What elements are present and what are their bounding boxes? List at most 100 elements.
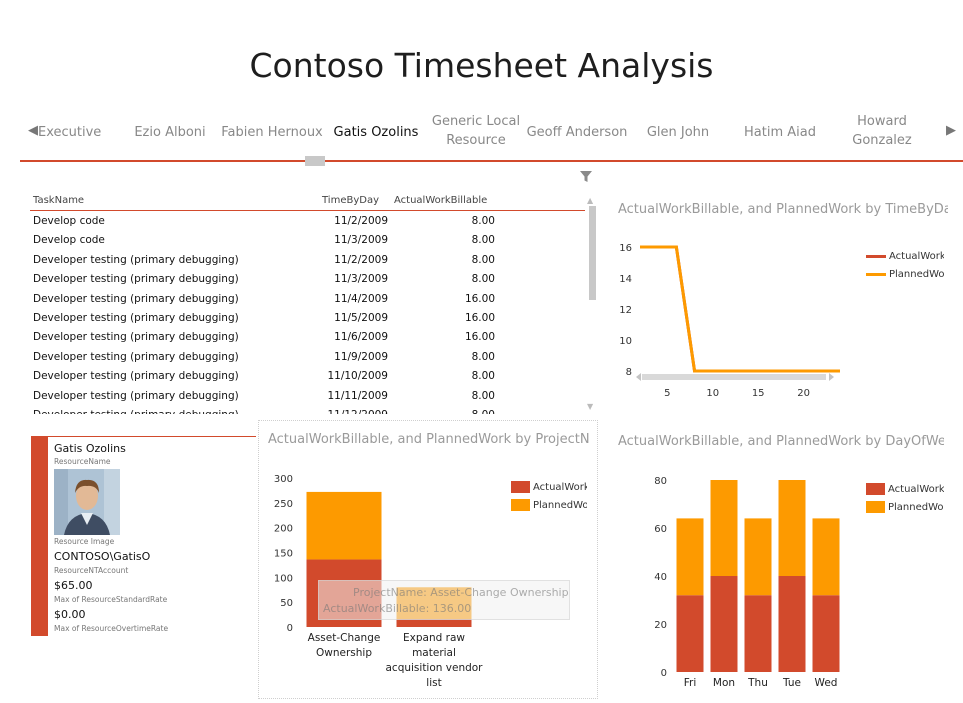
table-row[interactable]: Developer testing (primary debugging)11/… bbox=[30, 328, 585, 347]
y-tick-label: 40 bbox=[654, 572, 667, 583]
cell-actualworkbillable: 8.00 bbox=[471, 253, 495, 266]
tooltip-line-project: ProjectName: Asset-Change Ownership bbox=[353, 586, 569, 599]
dayofweek-bar-chart: 0 20 40 60 80 Fri Mon Thu Tue Wed bbox=[654, 476, 840, 689]
bar-planned bbox=[306, 491, 382, 560]
triangle-right-icon[interactable]: ▶ bbox=[946, 123, 956, 138]
series-line-actual bbox=[640, 245, 840, 373]
cell-actualworkbillable: 8.00 bbox=[471, 215, 495, 227]
cell-taskname: Developer testing (primary debugging) bbox=[33, 409, 293, 414]
chart-tooltip: ProjectName: Asset-Change Ownership Actu… bbox=[318, 580, 570, 620]
cell-actualworkbillable: 16.00 bbox=[464, 312, 495, 324]
cell-actualworkbillable: 8.00 bbox=[471, 273, 495, 286]
cell-actualworkbillable: 8.00 bbox=[394, 409, 495, 414]
table-row[interactable]: Develop code 11/2/2009 8.00 bbox=[30, 212, 585, 231]
x-scroll-left-icon bbox=[636, 373, 641, 381]
bar-actual bbox=[396, 619, 472, 627]
overtime-rate-label: Max of ResourceOvertimeRate bbox=[54, 624, 169, 633]
table-row[interactable]: Developer testing (primary debugging)11/… bbox=[30, 406, 585, 414]
y-tick-label: 300 bbox=[274, 474, 293, 485]
report-title: Contoso Timesheet Analysis bbox=[249, 46, 714, 85]
table-row[interactable]: Developer testing (primary debugging)11/… bbox=[30, 367, 585, 386]
cell-taskname: Developer testing (primary debugging) bbox=[33, 292, 239, 305]
scroll-down-icon[interactable]: ▼ bbox=[587, 402, 594, 411]
tile-howard-gonzalez[interactable]: Howard Gonzalez bbox=[852, 114, 912, 148]
resource-name-label: ResourceName bbox=[54, 457, 111, 466]
cell-timebyday: 11/10/2009 bbox=[327, 370, 388, 383]
resource-image-label: Resource Image bbox=[54, 537, 115, 546]
scroll-up-icon[interactable]: ▲ bbox=[587, 196, 594, 205]
table-row[interactable]: Developer testing (primary debugging)11/… bbox=[30, 387, 585, 406]
category-label: Mon bbox=[713, 677, 735, 689]
cell-taskname: Developer testing (primary debugging) bbox=[33, 312, 239, 324]
bar-planned bbox=[710, 480, 738, 576]
category-label: Expand raw bbox=[403, 632, 465, 644]
x-scrollbar bbox=[642, 374, 826, 380]
person-photo-icon bbox=[54, 469, 120, 535]
category-label: Tue bbox=[782, 677, 801, 689]
overtime-rate: $0.00 bbox=[54, 608, 86, 621]
category-label: Asset-Change bbox=[308, 632, 381, 644]
tile-glen-john[interactable]: Glen John bbox=[646, 125, 710, 140]
line-legend-actual[interactable]: ActualWork bbox=[866, 251, 944, 262]
cell-timebyday: 11/5/2009 bbox=[334, 312, 388, 324]
triangle-left-icon[interactable]: ◀ bbox=[28, 123, 38, 138]
legend-label-planned: PlannedWo bbox=[889, 269, 944, 280]
project-legend-actual[interactable]: ActualWork bbox=[511, 481, 587, 493]
cell-taskname: Developer testing (primary debugging) bbox=[33, 253, 239, 266]
funnel-icon[interactable] bbox=[580, 171, 592, 183]
table-scrollbar-thumb[interactable] bbox=[589, 206, 596, 300]
legend-label-actual: ActualWork bbox=[533, 482, 587, 493]
line-legend-planned[interactable]: PlannedWo bbox=[866, 269, 944, 280]
x-tick-label: 15 bbox=[752, 388, 765, 399]
cell-actualworkbillable: 8.00 bbox=[471, 370, 495, 383]
y-tick-label: 12 bbox=[619, 305, 632, 316]
legend-label-actual: ActualWork bbox=[889, 251, 944, 262]
resource-account: CONTOSO\GatisO bbox=[54, 550, 151, 563]
line-chart-title: ActualWorkBillable, and PlannedWork by T… bbox=[618, 202, 948, 217]
column-header-taskname[interactable]: TaskName bbox=[33, 195, 85, 206]
table-row[interactable]: Developer testing (primary debugging) 11/… bbox=[30, 251, 585, 270]
series-line-planned bbox=[640, 245, 840, 373]
table-row[interactable]: Developer testing (primary debugging)11/… bbox=[30, 290, 585, 309]
tile-strip-scroll-handle[interactable] bbox=[305, 156, 325, 166]
bar-actual bbox=[676, 595, 704, 672]
tile-fabien-hernoux[interactable]: Fabien Hernoux bbox=[221, 125, 323, 140]
standard-rate: $65.00 bbox=[54, 579, 93, 592]
legend-label-planned: PlannedWo bbox=[533, 500, 587, 511]
dayofweek-legend-actual[interactable]: ActualWork bbox=[866, 483, 944, 495]
tile-executive[interactable]: Executive bbox=[38, 125, 102, 140]
column-header-actualworkbillable[interactable]: ActualWorkBillable bbox=[394, 195, 488, 206]
tile-geoff-anderson[interactable]: Geoff Anderson bbox=[526, 125, 628, 140]
category-label: Ownership bbox=[316, 647, 372, 659]
y-tick-label: 20 bbox=[654, 620, 667, 631]
cell-timebyday: 11/3/2009 bbox=[334, 234, 388, 247]
y-tick-label: 0 bbox=[661, 668, 667, 679]
cell-timebyday: 11/12/2009 bbox=[280, 409, 388, 414]
x-tick-label: 5 bbox=[664, 388, 670, 399]
x-scroll-right-icon bbox=[829, 373, 834, 381]
cell-timebyday: 11/2/2009 bbox=[334, 253, 388, 266]
tile-gatis-ozolins[interactable]: Gatis Ozolins bbox=[333, 125, 419, 140]
tile-ezio-alboni[interactable]: Ezio Alboni bbox=[134, 125, 206, 140]
tooltip-line-value: ActualWorkBillable: 136.00 bbox=[323, 602, 472, 615]
legend-swatch-actual bbox=[866, 483, 885, 495]
table-row[interactable]: Developer testing (primary debugging) 11/… bbox=[30, 309, 585, 328]
y-tick-label: 50 bbox=[280, 598, 293, 609]
dayofweek-legend-planned[interactable]: PlannedWo bbox=[866, 501, 944, 513]
tile-hatim-aiad[interactable]: Hatim Aiad bbox=[744, 125, 816, 140]
cell-timebyday: 11/11/2009 bbox=[327, 389, 388, 402]
table-row[interactable]: Develop code 11/3/2009 8.00 bbox=[30, 231, 585, 250]
table-row[interactable]: Developer testing (primary debugging)11/… bbox=[30, 348, 585, 367]
tile-generic-local-resource[interactable]: Generic Local Resource bbox=[431, 114, 521, 148]
project-chart-panel[interactable] bbox=[258, 420, 598, 699]
project-legend-planned[interactable]: PlannedWo bbox=[511, 499, 587, 511]
cell-actualworkbillable: 8.00 bbox=[471, 234, 495, 247]
table-row[interactable]: Developer testing (primary debugging)11/… bbox=[30, 270, 585, 289]
y-tick-label: 150 bbox=[274, 549, 293, 560]
column-header-timebyday[interactable]: TimeByDay bbox=[322, 195, 379, 206]
cell-timebyday: 11/3/2009 bbox=[334, 273, 388, 286]
bar-actual bbox=[778, 576, 806, 672]
y-tick-label: 16 bbox=[619, 243, 632, 254]
y-tick-label: 60 bbox=[654, 524, 667, 535]
bar-actual bbox=[710, 576, 738, 672]
